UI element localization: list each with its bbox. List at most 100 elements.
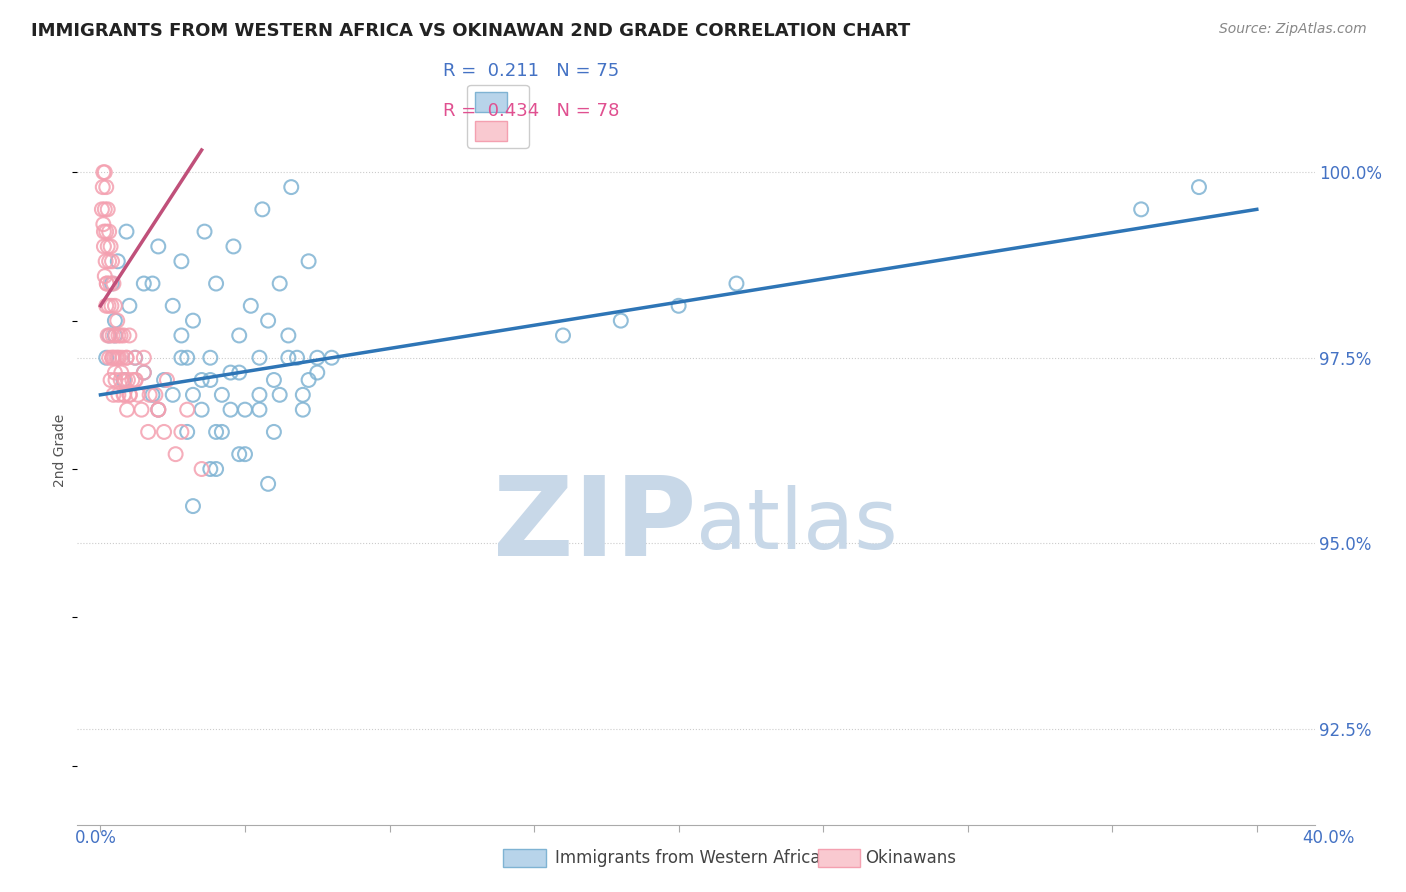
Point bbox=[98, 351, 121, 365]
Point bbox=[148, 402, 170, 417]
Point bbox=[249, 402, 271, 417]
Point bbox=[148, 239, 170, 253]
Point bbox=[205, 277, 228, 291]
Point bbox=[321, 351, 343, 365]
Point bbox=[190, 462, 212, 476]
Point bbox=[96, 180, 118, 194]
Point bbox=[176, 402, 198, 417]
Point bbox=[117, 373, 139, 387]
Text: Okinawans: Okinawans bbox=[865, 849, 956, 867]
Point bbox=[110, 373, 132, 387]
Point bbox=[118, 388, 141, 402]
Point bbox=[291, 388, 314, 402]
Point bbox=[125, 373, 148, 387]
Text: atlas: atlas bbox=[696, 485, 897, 566]
Point bbox=[93, 165, 115, 179]
Point bbox=[181, 499, 204, 513]
Point bbox=[115, 351, 138, 365]
Point bbox=[165, 447, 187, 461]
Point bbox=[233, 402, 256, 417]
Point bbox=[104, 313, 127, 327]
Text: IMMIGRANTS FROM WESTERN AFRICA VS OKINAWAN 2ND GRADE CORRELATION CHART: IMMIGRANTS FROM WESTERN AFRICA VS OKINAW… bbox=[31, 22, 910, 40]
Point bbox=[252, 202, 274, 217]
Point bbox=[108, 351, 131, 365]
Point bbox=[115, 225, 138, 239]
Point bbox=[104, 373, 127, 387]
Point bbox=[104, 328, 127, 343]
Text: ZIP: ZIP bbox=[492, 472, 696, 579]
Point bbox=[107, 254, 129, 268]
Point bbox=[228, 366, 250, 380]
Text: R =  0.211   N = 75: R = 0.211 N = 75 bbox=[443, 62, 619, 80]
Point bbox=[205, 462, 228, 476]
Point bbox=[96, 351, 118, 365]
Point bbox=[170, 328, 193, 343]
Point bbox=[97, 239, 120, 253]
Point bbox=[222, 239, 245, 253]
Point bbox=[162, 299, 184, 313]
Point bbox=[132, 366, 155, 380]
Point bbox=[132, 351, 155, 365]
Point bbox=[297, 254, 319, 268]
Point bbox=[94, 254, 117, 268]
Point bbox=[307, 366, 329, 380]
Point bbox=[263, 425, 285, 439]
Point bbox=[1130, 202, 1153, 217]
Point bbox=[156, 373, 179, 387]
Point bbox=[98, 277, 121, 291]
Point bbox=[115, 351, 138, 365]
Point bbox=[249, 388, 271, 402]
Point bbox=[107, 388, 129, 402]
Point bbox=[1188, 180, 1211, 194]
Point bbox=[100, 373, 122, 387]
Point bbox=[111, 351, 134, 365]
Point bbox=[107, 351, 129, 365]
Point bbox=[101, 328, 124, 343]
Point bbox=[190, 373, 212, 387]
Y-axis label: 2nd Grade: 2nd Grade bbox=[53, 414, 67, 487]
Point bbox=[115, 402, 138, 417]
Point bbox=[277, 351, 299, 365]
Point bbox=[91, 180, 114, 194]
Point bbox=[291, 402, 314, 417]
Point bbox=[110, 366, 132, 380]
Point bbox=[211, 388, 233, 402]
Point bbox=[233, 447, 256, 461]
Point bbox=[124, 373, 146, 387]
Point bbox=[141, 277, 163, 291]
Point bbox=[170, 254, 193, 268]
Point bbox=[101, 254, 124, 268]
Point bbox=[269, 277, 291, 291]
Point bbox=[101, 351, 124, 365]
Point bbox=[219, 402, 242, 417]
Point bbox=[200, 351, 222, 365]
Point bbox=[105, 351, 128, 365]
Point bbox=[668, 299, 690, 313]
Point bbox=[121, 373, 143, 387]
Point bbox=[200, 373, 222, 387]
Point bbox=[153, 425, 176, 439]
Point bbox=[110, 328, 132, 343]
Point bbox=[148, 402, 170, 417]
Point bbox=[280, 180, 302, 194]
Point bbox=[269, 388, 291, 402]
Point bbox=[96, 299, 118, 313]
Point bbox=[103, 277, 125, 291]
Point bbox=[131, 402, 153, 417]
Point bbox=[104, 328, 127, 343]
Point bbox=[219, 366, 242, 380]
Text: 40.0%: 40.0% bbox=[1302, 829, 1355, 847]
Point bbox=[285, 351, 308, 365]
Legend: , : , bbox=[467, 85, 529, 148]
Point bbox=[100, 299, 122, 313]
Point bbox=[93, 217, 115, 231]
Point bbox=[181, 388, 204, 402]
Text: R =  0.434   N = 78: R = 0.434 N = 78 bbox=[443, 103, 619, 120]
Point bbox=[153, 373, 176, 387]
Point bbox=[112, 388, 135, 402]
Point bbox=[94, 269, 117, 284]
Point bbox=[112, 388, 135, 402]
Point bbox=[136, 425, 159, 439]
Point bbox=[239, 299, 262, 313]
Point bbox=[277, 328, 299, 343]
